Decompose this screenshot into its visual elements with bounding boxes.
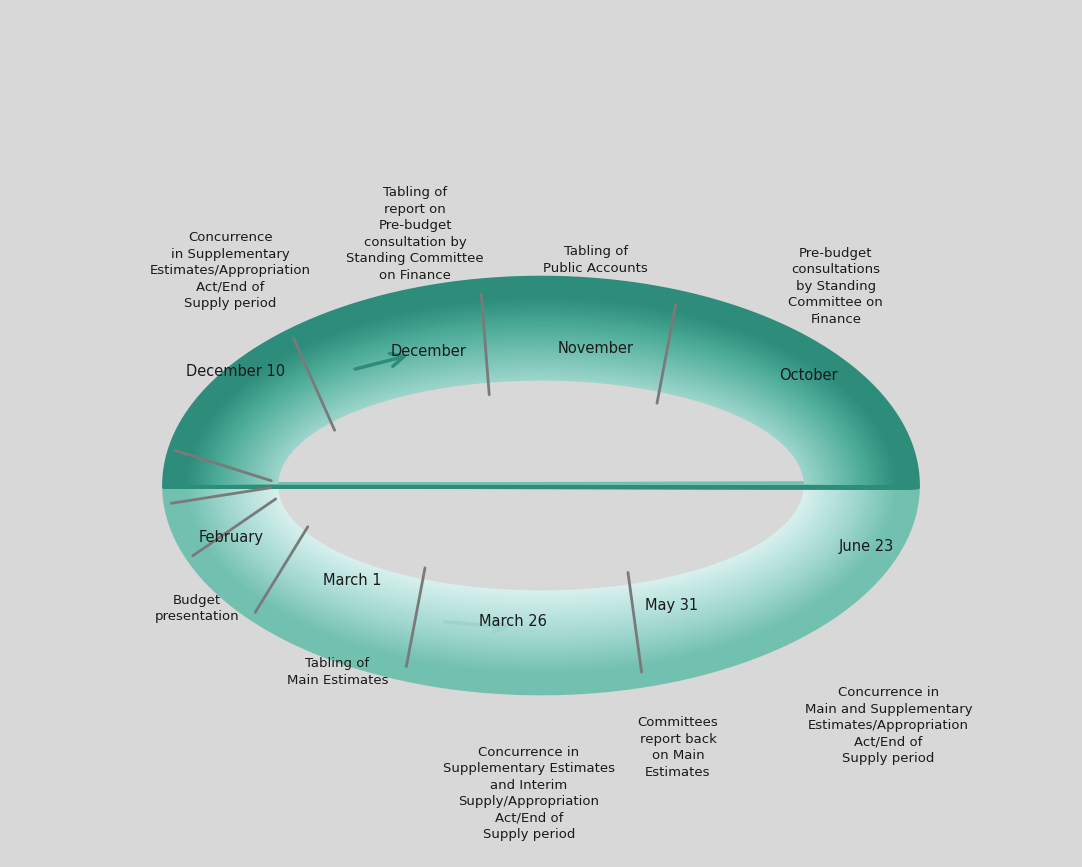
Text: February: February — [199, 530, 264, 545]
Text: Concurrence in
Main and Supplementary
Estimates/Appropriation
Act/End of
Supply : Concurrence in Main and Supplementary Es… — [805, 686, 973, 766]
Text: Tabling of
Main Estimates: Tabling of Main Estimates — [287, 657, 388, 687]
Text: Concurrence
in Supplementary
Estimates/Appropriation
Act/End of
Supply period: Concurrence in Supplementary Estimates/A… — [150, 231, 312, 310]
Text: December: December — [391, 343, 466, 359]
Text: June 23: June 23 — [839, 538, 894, 554]
Text: Budget
presentation: Budget presentation — [155, 594, 239, 623]
Text: March 26: March 26 — [479, 614, 547, 629]
Text: Pre-budget
consultations
by Standing
Committee on
Finance: Pre-budget consultations by Standing Com… — [789, 246, 883, 326]
Text: May 31: May 31 — [645, 597, 699, 613]
Text: Committees
report back
on Main
Estimates: Committees report back on Main Estimates — [637, 716, 718, 779]
Text: October: October — [779, 368, 837, 383]
Text: December 10: December 10 — [186, 363, 286, 379]
Text: Tabling of
report on
Pre-budget
consultation by
Standing Committee
on Finance: Tabling of report on Pre-budget consulta… — [346, 186, 484, 282]
Text: November: November — [557, 341, 634, 356]
Text: Tabling of
Public Accounts: Tabling of Public Accounts — [543, 245, 648, 275]
Text: Concurrence in
Supplementary Estimates
and Interim
Supply/Appropriation
Act/End : Concurrence in Supplementary Estimates a… — [443, 746, 615, 841]
Text: March 1: March 1 — [322, 573, 381, 589]
